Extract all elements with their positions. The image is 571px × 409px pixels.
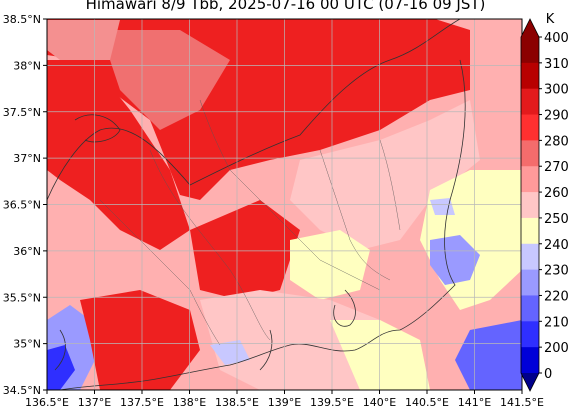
colorbar-band — [521, 269, 539, 296]
lon-tick-label: 137°E — [78, 396, 111, 409]
colorbar: 400 310 300 290 280 270 260 250 240 230 220 210 200 0… — [520, 12, 569, 392]
lat-tick-label: 37.5°N — [3, 106, 41, 119]
pink-band-northwest — [47, 20, 120, 60]
coastline-izu — [259, 329, 273, 371]
colorbar-band — [521, 347, 539, 374]
lon-tick-label: 138.5°E — [215, 396, 259, 409]
colorbar-band — [521, 140, 539, 167]
colorbar-label: 310 — [544, 57, 569, 72]
colorbar-band — [521, 217, 539, 245]
colorbar-label: 250 — [544, 212, 569, 227]
warm-region-center — [190, 200, 300, 300]
lat-tick-label: 34.5°N — [3, 384, 41, 397]
colorbar-extend-min — [521, 373, 539, 391]
prefecture-boundaries — [99, 99, 401, 346]
colorbar-band — [521, 321, 539, 348]
graticule — [47, 19, 522, 390]
colorbar-band — [521, 62, 539, 90]
colorbar-band — [521, 192, 539, 219]
colorbar-label: 270 — [544, 160, 569, 175]
lon-tick-label: 141.5°E — [500, 396, 544, 409]
colorbar-label: 230 — [544, 264, 569, 279]
lat-ticks: 38.5°N 38°N 37.5°N 37°N 36.5°N 36°N 35.5°N 35°N… — [3, 13, 47, 397]
colorbar-label: 300 — [544, 83, 569, 98]
colorbar-band — [521, 295, 539, 322]
coastlines — [47, 19, 466, 390]
lat-tick-label: 36°N — [13, 245, 41, 258]
lat-tick-label: 38.5°N — [3, 13, 41, 26]
lon-tick-label: 139.5°E — [310, 396, 354, 409]
lon-tick-label: 139°E — [268, 396, 301, 409]
lon-tick-label: 141°E — [458, 396, 491, 409]
warm-region-west — [47, 60, 190, 250]
lightblue-patch-2 — [430, 198, 455, 215]
colorbar-band — [521, 37, 539, 64]
colorbar-band — [521, 88, 539, 116]
yellow-south — [330, 320, 430, 390]
tbb-field — [47, 19, 522, 390]
lon-tick-label: 140°E — [363, 396, 396, 409]
colorbar-band — [521, 243, 539, 271]
colorbar-label: 280 — [544, 134, 569, 149]
colorbar-label: 220 — [544, 289, 569, 304]
pink-band-central — [100, 30, 230, 130]
lat-tick-label: 37°N — [13, 152, 41, 165]
map-title: Himawari 8/9 Tbb, 2025-07-16 00 UTC (07-… — [85, 0, 486, 13]
colorbar-label: 240 — [544, 238, 569, 253]
colorbar-label: 0 — [544, 367, 552, 382]
lon-tick-label: 137.5°E — [120, 396, 164, 409]
lon-tick-label: 140.5°E — [405, 396, 449, 409]
colorbar-label: 290 — [544, 109, 569, 124]
lon-tick-label: 136.5°E — [25, 396, 69, 409]
colorbar-band — [521, 114, 539, 141]
cool-band-east — [290, 100, 480, 250]
blue-region-far-southwest — [47, 345, 75, 390]
colorbar-unit: K — [546, 12, 555, 27]
lat-tick-label: 38°N — [13, 59, 41, 72]
coastline-noto — [74, 114, 121, 143]
map-area — [47, 19, 522, 390]
lon-ticks: 136.5°E 137°E 137.5°E 138°E 138.5°E 139°E 139.… — [25, 390, 544, 409]
colorbar-label: 260 — [544, 186, 569, 201]
blue-region-east — [430, 235, 480, 285]
lat-tick-label: 35.5°N — [3, 291, 41, 304]
coastline-pacific — [59, 59, 466, 390]
colorbar-extend-max — [521, 19, 539, 37]
colorbar-label: 200 — [544, 341, 569, 356]
colorbar-band — [521, 166, 539, 193]
colorbar-label: 210 — [544, 315, 569, 330]
blue-region-southeast — [455, 320, 522, 390]
coastline-ise-bay — [54, 329, 66, 371]
colorbar-label: 400 — [544, 31, 569, 46]
lat-tick-label: 36.5°N — [3, 199, 41, 212]
lat-tick-label: 35°N — [13, 338, 41, 351]
lon-tick-label: 138°E — [173, 396, 206, 409]
lightblue-patch — [210, 340, 250, 365]
coastline-japan-sea — [47, 19, 461, 201]
warm-southwest — [80, 290, 200, 390]
coastline-tokyo-bay — [333, 289, 356, 327]
